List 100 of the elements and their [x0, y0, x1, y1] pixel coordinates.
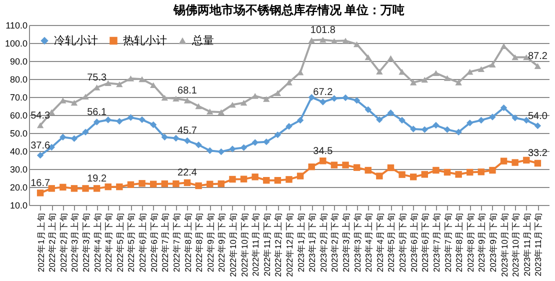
- point: [82, 94, 89, 100]
- point: [104, 116, 112, 124]
- x-tick-label: 2023年10月下旬: [510, 212, 521, 277]
- point: [364, 54, 372, 60]
- x-tick-label: 2022年11月下旬: [262, 212, 272, 276]
- x-tick-label: 2022年1月上旬: [36, 212, 46, 272]
- x-tick-label: 2023年3月上旬: [341, 212, 352, 272]
- x-tick-label: 2023年8月上旬: [454, 212, 464, 272]
- point: [455, 128, 462, 136]
- legend-label: 冷轧小计: [54, 34, 98, 47]
- point: [500, 104, 508, 112]
- point: [489, 166, 496, 174]
- point: [36, 152, 44, 159]
- point: [398, 116, 406, 124]
- point: [60, 134, 66, 140]
- point: [240, 176, 248, 182]
- point: [274, 90, 282, 96]
- point: [263, 96, 270, 102]
- data-label: 37.6: [30, 140, 50, 152]
- data-label: 34.5: [313, 146, 334, 157]
- point: [387, 164, 394, 172]
- point: [432, 122, 440, 129]
- point: [286, 122, 292, 130]
- point: [320, 98, 326, 106]
- x-tick-label: 2023年11月下旬: [533, 212, 544, 276]
- point: [410, 126, 417, 132]
- x-tick-label: 2022年3月上旬: [70, 212, 80, 272]
- data-label: 67.2: [313, 87, 334, 98]
- point: [512, 114, 518, 122]
- point: [195, 103, 202, 110]
- y-tick-label: 20.0: [10, 182, 28, 192]
- point: [150, 180, 157, 188]
- point: [421, 171, 428, 178]
- point: [150, 121, 157, 128]
- point: [478, 168, 485, 176]
- y-tick-label: 50.0: [10, 128, 28, 138]
- x-tick-label: 2022年5月上旬: [114, 212, 125, 272]
- point: [296, 172, 304, 180]
- point: [127, 76, 134, 82]
- x-tick-label: 2023年9月下旬: [488, 212, 498, 272]
- point: [252, 93, 258, 99]
- point: [36, 190, 44, 196]
- point: [263, 138, 270, 146]
- data-label: 22.4: [178, 168, 198, 179]
- point: [150, 82, 157, 88]
- y-tick-label: 10.0: [10, 200, 28, 210]
- point: [206, 147, 214, 154]
- point: [195, 182, 202, 190]
- x-tick-label: 2023年5月下旬: [398, 212, 408, 272]
- point: [512, 159, 518, 166]
- y-tick-label: 60.0: [10, 110, 28, 120]
- x-tick-label: 2022年6月上旬: [138, 212, 148, 272]
- point: [116, 81, 123, 88]
- point: [353, 41, 360, 48]
- point: [320, 36, 326, 43]
- point: [364, 106, 372, 113]
- x-tick-label: 2023年11月上旬: [522, 212, 532, 276]
- data-label: 75.3: [87, 72, 107, 84]
- x-tick-label: 2023年7月下旬: [442, 212, 453, 272]
- point: [240, 100, 248, 106]
- point: [138, 116, 146, 124]
- x-tick-label: 2023年6月上旬: [408, 212, 419, 272]
- x-tick-label: 2023年4月下旬: [374, 212, 385, 272]
- point: [432, 70, 440, 76]
- point: [82, 128, 89, 136]
- x-tick-label: 2022年4月下旬: [104, 212, 114, 272]
- data-label: 16.7: [30, 178, 50, 189]
- point: [478, 66, 485, 72]
- point: [274, 131, 282, 138]
- point: [93, 118, 100, 126]
- point: [421, 76, 428, 83]
- point: [82, 185, 89, 192]
- x-tick-label: 2023年1月下旬: [307, 212, 318, 272]
- point: [534, 63, 542, 69]
- data-label: 56.1: [87, 107, 107, 118]
- x-tick-label: 2023年2月下旬: [330, 212, 340, 272]
- data-label: 33.2: [528, 148, 548, 160]
- point: [342, 38, 349, 44]
- y-tick-label: 70.0: [10, 92, 28, 102]
- x-tick-label: 2023年6月下旬: [420, 212, 430, 272]
- point: [218, 109, 225, 116]
- x-tick-label: 2023年9月上旬: [476, 212, 487, 272]
- x-tick-label: 2022年9月上旬: [205, 212, 216, 272]
- x-tick-label: 2022年2月下旬: [58, 212, 68, 272]
- point: [466, 168, 474, 176]
- x-tick-label: 2022年6月下旬: [148, 212, 159, 272]
- point: [184, 98, 191, 104]
- y-tick-label: 40.0: [10, 146, 28, 156]
- point: [376, 116, 383, 124]
- data-label: 68.1: [178, 85, 198, 96]
- point: [161, 94, 168, 101]
- point: [478, 116, 485, 124]
- point: [104, 80, 112, 86]
- x-tick-label: 2022年4月上旬: [92, 212, 102, 272]
- point: [60, 98, 66, 104]
- point: [127, 181, 134, 188]
- data-label: 54.0: [528, 110, 548, 122]
- point: [387, 55, 394, 62]
- point: [398, 68, 406, 75]
- point: [330, 95, 338, 102]
